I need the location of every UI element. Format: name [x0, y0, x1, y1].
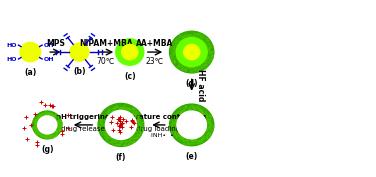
Circle shape: [170, 31, 214, 73]
Circle shape: [70, 43, 89, 61]
Text: 23℃: 23℃: [146, 57, 164, 66]
Circle shape: [20, 42, 41, 62]
Text: (a): (a): [24, 68, 36, 77]
Text: temperature controlling: temperature controlling: [111, 114, 206, 120]
Text: (c): (c): [124, 72, 136, 81]
Text: (f): (f): [116, 153, 126, 162]
Text: (g): (g): [41, 145, 53, 154]
Circle shape: [116, 39, 144, 65]
Text: (d): (d): [185, 79, 198, 88]
Circle shape: [183, 44, 200, 60]
Circle shape: [177, 111, 206, 139]
Circle shape: [170, 104, 214, 146]
Circle shape: [38, 116, 57, 134]
Text: HF acid: HF acid: [196, 69, 205, 101]
Text: HO: HO: [6, 43, 17, 48]
Circle shape: [122, 44, 138, 60]
Circle shape: [98, 103, 144, 146]
Text: AA+MBA: AA+MBA: [136, 39, 174, 48]
Text: (e): (e): [186, 152, 198, 161]
Text: (b): (b): [73, 67, 86, 76]
Text: OH: OH: [44, 43, 54, 48]
Text: NIPAM+MBA: NIPAM+MBA: [79, 39, 133, 48]
Text: 70℃: 70℃: [97, 57, 115, 66]
Text: MPS: MPS: [46, 39, 65, 48]
Text: pH triggering: pH triggering: [56, 114, 110, 120]
Circle shape: [176, 38, 207, 67]
Text: HO: HO: [6, 56, 17, 62]
Circle shape: [32, 111, 62, 139]
Text: OH: OH: [44, 56, 54, 62]
Text: drug loading: drug loading: [136, 126, 180, 132]
Text: INH•  •: INH• •: [151, 133, 174, 138]
Text: drug release: drug release: [61, 126, 105, 132]
Circle shape: [105, 110, 136, 139]
